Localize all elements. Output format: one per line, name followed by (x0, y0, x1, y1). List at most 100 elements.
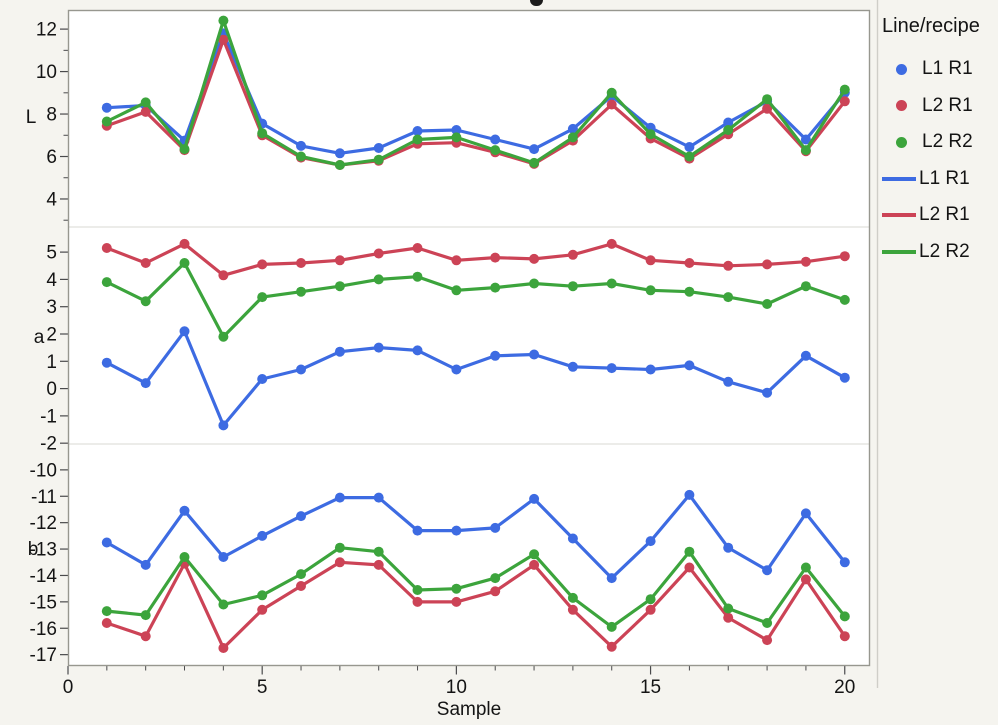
data-point-l2-r2[interactable] (412, 271, 423, 282)
data-point-l2-r2[interactable] (839, 611, 850, 622)
series-line-l2-r2[interactable] (105, 19, 847, 167)
data-point-l1-r1[interactable] (606, 363, 617, 374)
data-point-l2-r1[interactable] (257, 259, 268, 270)
data-point-l1-r1[interactable] (218, 552, 229, 562)
data-point-l2-r2[interactable] (800, 145, 811, 156)
series-line-l2-r2[interactable] (105, 261, 847, 339)
data-point-l1-r1[interactable] (800, 350, 811, 361)
data-point-l2-r1[interactable] (412, 243, 423, 253)
data-point-l2-r1[interactable] (723, 612, 734, 623)
data-point-l2-r2[interactable] (762, 94, 773, 105)
data-point-l2-r2[interactable] (218, 15, 229, 26)
data-point-l2-r2[interactable] (567, 281, 578, 292)
data-point-l2-r1[interactable] (800, 256, 811, 267)
data-point-l2-r2[interactable] (451, 132, 462, 143)
data-point-l1-r1[interactable] (179, 505, 190, 516)
data-point-l2-r2[interactable] (839, 84, 850, 95)
data-point-l2-r2[interactable] (218, 599, 229, 610)
legend-item-l2-r1-line[interactable]: L2 R1 (882, 197, 996, 234)
data-point-l2-r2[interactable] (334, 160, 345, 170)
data-point-l2-r2[interactable] (723, 125, 734, 135)
data-point-l2-r2[interactable] (296, 569, 306, 580)
data-point-l2-r1[interactable] (257, 604, 268, 615)
data-point-l2-r2[interactable] (101, 277, 112, 288)
data-point-l2-r1[interactable] (839, 631, 850, 642)
data-point-l1-r1[interactable] (373, 143, 384, 153)
data-point-l2-r1[interactable] (490, 252, 501, 263)
data-point-l1-r1[interactable] (257, 530, 268, 541)
data-point-l2-r2[interactable] (567, 592, 578, 603)
data-point-l1-r1[interactable] (800, 508, 811, 519)
data-point-l2-r2[interactable] (762, 618, 773, 628)
data-point-l2-r1[interactable] (140, 258, 151, 268)
data-point-l2-r2[interactable] (179, 552, 190, 562)
series-line-l1-r1[interactable] (105, 31, 847, 155)
data-point-l2-r2[interactable] (839, 294, 850, 305)
data-point-l2-r2[interactable] (490, 282, 501, 293)
data-point-l1-r1[interactable] (490, 134, 501, 145)
data-point-l2-r2[interactable] (762, 299, 773, 309)
data-point-l2-r1[interactable] (451, 255, 462, 266)
data-point-l1-r1[interactable] (800, 134, 811, 145)
data-point-l2-r2[interactable] (218, 331, 229, 342)
data-point-l2-r1[interactable] (762, 103, 773, 114)
data-point-l1-r1[interactable] (490, 522, 501, 533)
data-point-l1-r1[interactable] (762, 387, 773, 398)
data-point-l2-r1[interactable] (412, 596, 423, 607)
data-point-l1-r1[interactable] (606, 573, 617, 584)
data-point-l2-r2[interactable] (800, 562, 811, 573)
data-point-l1-r1[interactable] (296, 140, 306, 151)
data-point-l1-r1[interactable] (684, 142, 695, 152)
data-point-l1-r1[interactable] (140, 378, 151, 389)
data-point-l2-r1[interactable] (567, 604, 578, 615)
data-point-l1-r1[interactable] (762, 565, 773, 576)
data-point-l2-r1[interactable] (490, 586, 501, 597)
data-point-l1-r1[interactable] (412, 525, 423, 536)
data-point-l2-r1[interactable] (839, 96, 850, 107)
data-point-l2-r2[interactable] (490, 145, 501, 156)
legend-item-l2-r2-line[interactable]: L2 R2 (882, 234, 996, 271)
data-point-l1-r1[interactable] (839, 557, 850, 568)
data-point-l2-r2[interactable] (684, 286, 695, 297)
data-point-l2-r1[interactable] (606, 238, 617, 249)
data-point-l2-r2[interactable] (645, 129, 656, 140)
data-point-l2-r2[interactable] (451, 583, 462, 594)
series-line-l1-r1[interactable] (105, 329, 847, 427)
data-point-l2-r2[interactable] (179, 144, 190, 155)
data-point-l1-r1[interactable] (334, 492, 345, 503)
data-point-l1-r1[interactable] (567, 123, 578, 134)
data-point-l2-r2[interactable] (684, 546, 695, 557)
data-point-l2-r2[interactable] (257, 292, 268, 303)
data-point-l2-r2[interactable] (606, 87, 617, 98)
data-point-l1-r1[interactable] (529, 144, 540, 155)
data-point-l1-r1[interactable] (218, 420, 229, 431)
data-point-l2-r1[interactable] (567, 249, 578, 260)
data-point-l1-r1[interactable] (373, 342, 384, 353)
data-point-l2-r1[interactable] (101, 243, 112, 253)
data-point-l2-r1[interactable] (606, 641, 617, 652)
data-point-l1-r1[interactable] (645, 536, 656, 547)
data-point-l2-r1[interactable] (218, 34, 229, 45)
data-point-l2-r2[interactable] (645, 285, 656, 296)
data-point-l1-r1[interactable] (529, 493, 540, 504)
data-point-l2-r2[interactable] (101, 116, 112, 127)
data-point-l2-r2[interactable] (606, 621, 617, 632)
data-point-l2-r2[interactable] (296, 286, 306, 297)
data-point-l1-r1[interactable] (179, 326, 190, 337)
data-point-l2-r1[interactable] (800, 574, 811, 585)
data-point-l1-r1[interactable] (296, 364, 306, 375)
data-point-l2-r1[interactable] (101, 618, 112, 628)
data-point-l2-r2[interactable] (684, 151, 695, 162)
data-point-l2-r1[interactable] (373, 248, 384, 259)
legend-item-l2-r1-dot[interactable]: L2 R1 (882, 88, 996, 125)
data-point-l2-r1[interactable] (723, 260, 734, 271)
data-point-l2-r2[interactable] (529, 549, 540, 560)
data-point-l1-r1[interactable] (723, 376, 734, 387)
data-point-l2-r1[interactable] (762, 259, 773, 270)
data-point-l1-r1[interactable] (723, 542, 734, 553)
data-point-l2-r1[interactable] (334, 255, 345, 266)
data-point-l2-r1[interactable] (218, 643, 229, 653)
data-point-l2-r2[interactable] (373, 154, 384, 165)
data-point-l1-r1[interactable] (412, 126, 423, 136)
series-line-l2-r1[interactable] (105, 242, 847, 277)
